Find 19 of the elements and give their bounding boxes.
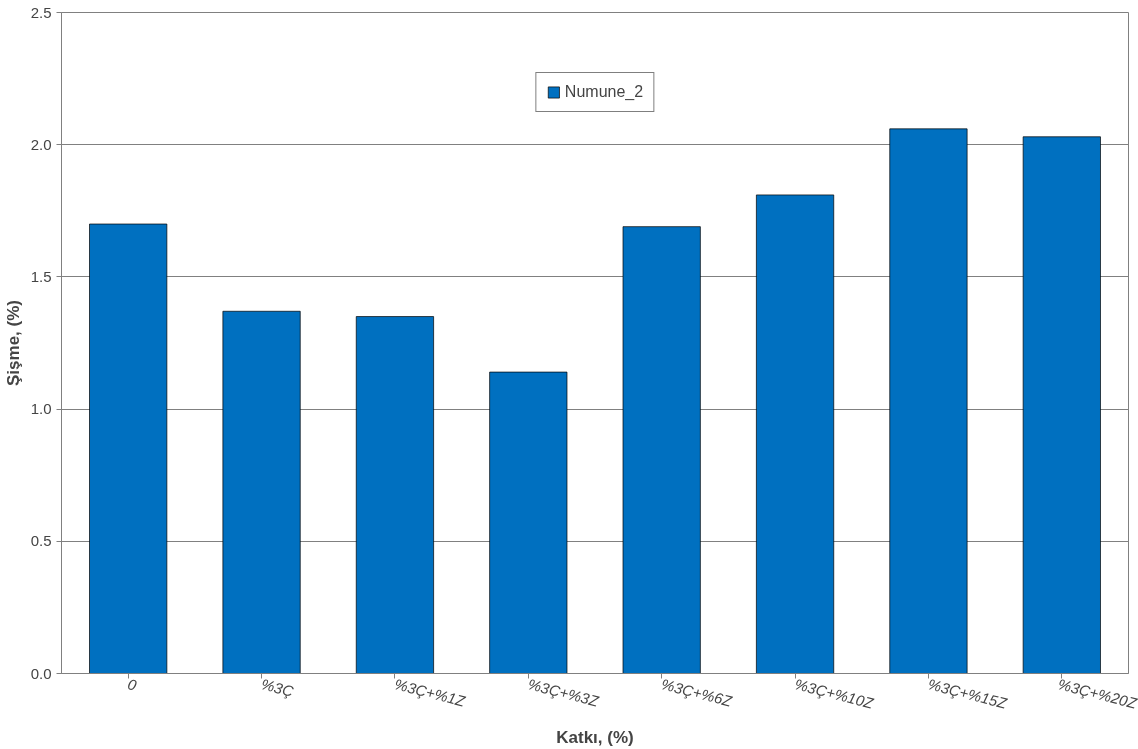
bar bbox=[756, 194, 835, 674]
bar bbox=[1022, 136, 1101, 674]
bar bbox=[222, 310, 301, 674]
y-axis-title: Şişme, (%) bbox=[3, 300, 23, 386]
y-tick-label: 2.0 bbox=[30, 135, 52, 153]
bar bbox=[89, 223, 168, 674]
y-tick-label: 0.0 bbox=[30, 664, 52, 682]
y-tick-label: 1.0 bbox=[30, 400, 52, 418]
x-tick-label: 0 bbox=[126, 675, 140, 694]
y-tick-label: 1.5 bbox=[30, 267, 52, 285]
y-tick-label: 0.5 bbox=[30, 532, 52, 550]
bar bbox=[622, 226, 701, 674]
legend-label: Numune_2 bbox=[564, 83, 644, 101]
bar bbox=[489, 371, 568, 674]
bar bbox=[355, 316, 434, 674]
x-axis-title: Katkı, (%) bbox=[556, 727, 634, 747]
x-tick-label: %3Ç bbox=[259, 675, 296, 700]
y-tick-label: 2.5 bbox=[30, 3, 52, 21]
bar bbox=[889, 128, 968, 674]
